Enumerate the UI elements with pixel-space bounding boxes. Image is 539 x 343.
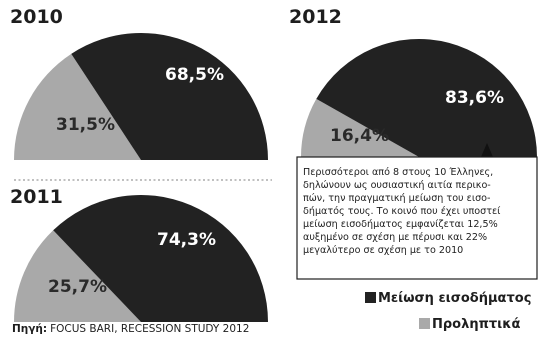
data-label-income-reduction-2010: 68,5% [165, 65, 224, 85]
data-label-income-reduction-2011: 74,3% [157, 230, 216, 250]
annotation-line: μεγαλύτερο σε σχέση με το 2010 [303, 244, 463, 256]
data-label-precautionary-2010: 31,5% [56, 115, 115, 135]
pie-slice-income-reduction-2012 [316, 39, 537, 157]
annotation-line: πών, την πραγματική μείωση του εισο- [303, 192, 491, 204]
annotation-box: Περισσότεροι από 8 στους 10 Έλληνες, δηλ… [296, 143, 538, 280]
legend-swatch-precautionary [419, 318, 430, 329]
data-label-income-reduction-2012: 83,6% [445, 88, 504, 108]
callout-pointer [481, 143, 493, 157]
data-label-precautionary-2012: 16,4% [330, 126, 389, 146]
chart-title-2012: 2012 [289, 6, 342, 28]
source-text: FOCUS BARI, RECESSION STUDY 2012 [50, 323, 249, 335]
annotation-frame [296, 156, 538, 280]
pie-slice-precautionary-2012 [301, 98, 419, 157]
pie-slice-income-reduction-2011 [53, 194, 268, 322]
source-line: Πηγή: FOCUS BARI, RECESSION STUDY 2012 [12, 323, 249, 335]
annotation-line: δήματός τους. Το κοινό που έχει υποστεί [303, 205, 501, 217]
annotation-line: Περισσότεροι από 8 στους 10 Έλληνες, [303, 166, 493, 178]
source-prefix: Πηγή: [12, 323, 47, 335]
pie-slice-precautionary-2011 [14, 230, 141, 322]
chart-title-2010: 2010 [10, 6, 63, 28]
annotation-line: δηλώνουν ως ουσιαστική αιτία περικο- [303, 179, 491, 191]
annotation-line: αυξημένο σε σχέση με πέρυσι και 22% [303, 231, 487, 243]
data-label-precautionary-2011: 25,7% [48, 277, 107, 297]
chart-title-2011: 2011 [10, 186, 63, 208]
legend-swatch-income-reduction [365, 292, 376, 303]
pie-chart-2012: 83,6% 16,4% [301, 39, 537, 157]
legend: Μείωση εισοδήματος Προληπτικά [365, 291, 531, 332]
pie-chart-2010: 68,5% 31,5% [14, 32, 269, 160]
annotation-line: μείωση εισοδήματος εμφανίζεται 12,5% [303, 218, 498, 230]
pie-slice-precautionary-2010 [14, 53, 141, 160]
pie-chart-2011: 74,3% 25,7% [14, 194, 268, 322]
legend-label-precautionary: Προληπτικά [432, 317, 520, 332]
pie-slice-income-reduction-2010 [71, 32, 269, 160]
legend-label-income-reduction: Μείωση εισοδήματος [378, 291, 531, 306]
